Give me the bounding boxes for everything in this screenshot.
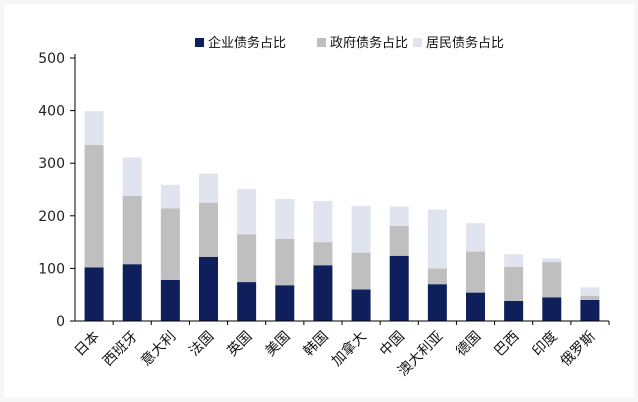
bar-segment xyxy=(84,144,104,268)
bar-segment xyxy=(466,251,485,293)
bar-segment xyxy=(84,267,104,321)
x-category-label: 中国 xyxy=(377,329,408,360)
bar-segment xyxy=(160,208,180,280)
chart-frame: 企业债务占比 政府债务占比 居民债务占比 0 100 200 300 400 500 日本 西班… xyxy=(4,4,634,398)
bar-segment xyxy=(427,284,447,321)
legend-swatch xyxy=(195,38,204,47)
bar-segment xyxy=(389,206,409,226)
bar-segment xyxy=(580,287,600,296)
x-category-label: 美国 xyxy=(263,329,294,360)
y-tick-label: 400 xyxy=(38,104,65,120)
bar-segment xyxy=(389,255,409,321)
bar-segment xyxy=(237,188,257,235)
bar-segment xyxy=(427,209,447,269)
bar-segment xyxy=(313,242,333,266)
y-tick-label: 500 xyxy=(38,51,65,67)
bar-segment xyxy=(504,301,524,321)
x-category-label: 俄罗斯 xyxy=(558,329,599,370)
bar-segment xyxy=(313,265,333,321)
bar-segment xyxy=(504,266,524,302)
bar-segment xyxy=(351,252,371,290)
y-axis: 0 100 200 300 400 500 xyxy=(38,51,76,330)
bar-segment xyxy=(351,289,371,321)
bar-segment xyxy=(313,201,333,243)
bar-segment xyxy=(427,268,447,285)
legend: 企业债务占比 政府债务占比 居民债务占比 xyxy=(195,35,504,51)
legend-swatch xyxy=(317,38,326,47)
bar-segment xyxy=(542,297,562,321)
bars xyxy=(84,111,600,321)
bar-segment xyxy=(466,292,485,321)
bar-segment xyxy=(160,184,180,209)
legend-label: 政府债务占比 xyxy=(330,35,408,51)
bar-segment xyxy=(580,295,600,300)
stacked-bar-chart: 企业债务占比 政府债务占比 居民债务占比 0 100 200 300 400 500 日本西班… xyxy=(38,35,610,379)
bar-segment xyxy=(275,285,295,321)
x-category-label: 日本 xyxy=(72,329,103,360)
bar-segment xyxy=(351,205,371,253)
x-category-label: 西班牙 xyxy=(100,329,141,370)
bar-segment xyxy=(389,225,409,256)
bar-segment xyxy=(275,238,295,286)
legend-label: 企业债务占比 xyxy=(208,35,286,51)
bar-segment xyxy=(504,254,524,267)
bar-segment xyxy=(580,299,600,321)
legend-swatch xyxy=(413,38,422,47)
x-category-label: 印度 xyxy=(530,329,561,360)
bar-segment xyxy=(466,223,485,252)
bar-segment xyxy=(542,262,562,298)
x-category-label: 韩国 xyxy=(301,329,332,360)
bar-segment xyxy=(199,202,218,257)
x-category-label: 德国 xyxy=(453,329,484,360)
x-category-label: 英国 xyxy=(224,328,256,360)
x-category-label: 巴西 xyxy=(491,329,522,360)
bar-segment xyxy=(160,279,180,321)
bar-segment xyxy=(122,157,142,196)
y-tick-label: 0 xyxy=(56,314,65,330)
y-tick-label: 200 xyxy=(38,209,65,225)
bar-segment xyxy=(122,264,142,321)
bar-segment xyxy=(199,173,218,203)
y-tick-label: 100 xyxy=(38,261,65,277)
bar-segment xyxy=(122,195,142,265)
bar-segment xyxy=(237,234,257,283)
bar-segment xyxy=(199,256,218,321)
bar-segment xyxy=(237,282,257,321)
legend-label: 居民债务占比 xyxy=(426,35,504,51)
x-category-label: 意大利 xyxy=(137,328,179,370)
bar-segment xyxy=(542,258,562,263)
bar-segment xyxy=(84,111,104,145)
x-category-label: 法国 xyxy=(186,329,217,360)
y-tick-label: 300 xyxy=(38,156,65,172)
x-category-label: 加拿大 xyxy=(328,328,370,370)
bar-segment xyxy=(275,198,295,239)
